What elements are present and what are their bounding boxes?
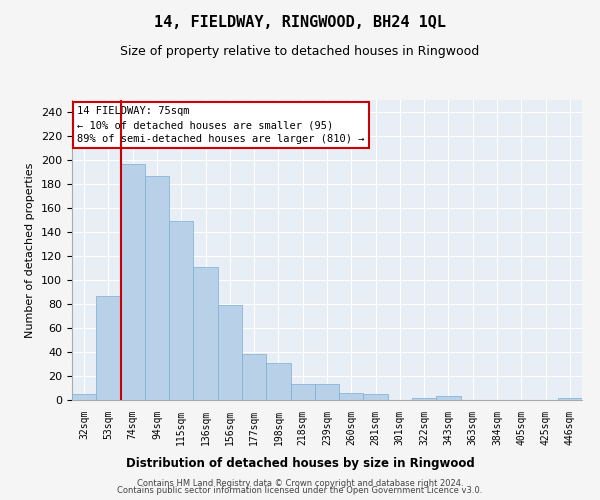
- Text: 14, FIELDWAY, RINGWOOD, BH24 1QL: 14, FIELDWAY, RINGWOOD, BH24 1QL: [154, 15, 446, 30]
- Bar: [339, 393, 364, 400]
- Bar: [121, 164, 145, 400]
- Bar: [266, 363, 290, 400]
- Bar: [218, 305, 242, 400]
- Bar: [364, 394, 388, 400]
- Bar: [290, 384, 315, 400]
- Text: 14 FIELDWAY: 75sqm
← 10% of detached houses are smaller (95)
89% of semi-detache: 14 FIELDWAY: 75sqm ← 10% of detached hou…: [77, 106, 365, 144]
- Text: Contains public sector information licensed under the Open Government Licence v3: Contains public sector information licen…: [118, 486, 482, 495]
- Bar: [436, 396, 461, 400]
- Bar: [315, 384, 339, 400]
- Bar: [412, 398, 436, 400]
- Bar: [169, 221, 193, 400]
- Bar: [96, 296, 121, 400]
- Bar: [72, 394, 96, 400]
- Bar: [242, 354, 266, 400]
- Text: Contains HM Land Registry data © Crown copyright and database right 2024.: Contains HM Land Registry data © Crown c…: [137, 478, 463, 488]
- Y-axis label: Number of detached properties: Number of detached properties: [25, 162, 35, 338]
- Text: Size of property relative to detached houses in Ringwood: Size of property relative to detached ho…: [121, 45, 479, 58]
- Text: Distribution of detached houses by size in Ringwood: Distribution of detached houses by size …: [125, 458, 475, 470]
- Bar: [193, 267, 218, 400]
- Bar: [558, 398, 582, 400]
- Bar: [145, 176, 169, 400]
